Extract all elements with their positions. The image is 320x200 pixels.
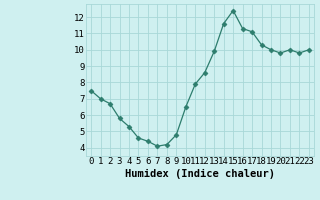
X-axis label: Humidex (Indice chaleur): Humidex (Indice chaleur) xyxy=(125,169,275,179)
